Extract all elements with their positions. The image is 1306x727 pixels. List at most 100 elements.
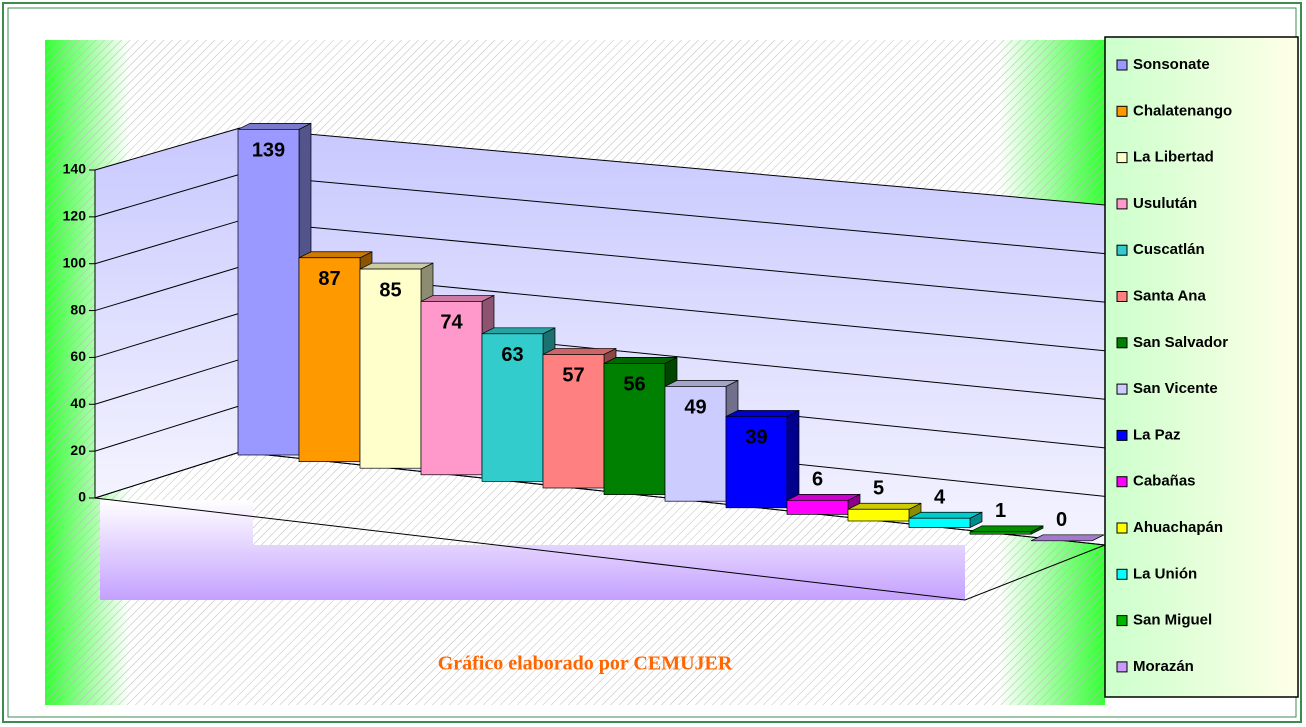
y-tick-label: 0	[78, 489, 86, 505]
grid-line	[94, 220, 241, 265]
value-label: 0	[1056, 509, 1067, 531]
bar-side-shade	[787, 410, 799, 508]
bar-top-shade	[665, 380, 738, 387]
legend-swatch	[1116, 152, 1128, 164]
bar-front	[847, 508, 910, 522]
value-label: 39	[745, 427, 767, 449]
bar-top-shade	[726, 410, 799, 417]
bar-side-shade	[970, 512, 982, 528]
side-wall	[95, 128, 240, 498]
bar-side-shade	[1031, 525, 1043, 535]
grid-line	[239, 127, 1106, 206]
value-label: 1	[995, 500, 1006, 522]
grid-line	[239, 173, 1106, 255]
legend-label: Usulután	[1133, 195, 1197, 212]
bar-top-shade	[970, 525, 1043, 532]
value-label: 87	[318, 268, 340, 290]
value-label: 4	[934, 487, 946, 509]
bar-front	[969, 531, 1032, 535]
annotation: Gráfico elaborado por CEMUJER	[438, 653, 733, 675]
y-tick-label: 20	[70, 442, 86, 458]
y-tick-label: 80	[70, 301, 86, 317]
bar	[725, 409, 800, 509]
legend-label: Morazán	[1133, 658, 1194, 675]
y-tick-label: 100	[63, 254, 87, 270]
bar-top-shade	[848, 503, 921, 510]
legend-swatch	[1116, 476, 1128, 488]
bar-front	[359, 268, 422, 469]
bar-top-shade	[299, 251, 372, 258]
grid-line	[94, 173, 241, 218]
legend-label: Santa Ana	[1133, 287, 1206, 304]
legend-swatch	[1116, 661, 1128, 673]
legend	[1104, 36, 1299, 698]
legend-label: Cabañas	[1133, 473, 1196, 490]
bar-front	[908, 517, 971, 528]
value-label: 57	[562, 365, 584, 387]
bar-top-shade	[482, 327, 555, 334]
bar-front	[237, 128, 300, 456]
bar-top-shade	[543, 348, 616, 355]
bar-top-shade	[1031, 534, 1104, 541]
bar-top	[1030, 534, 1105, 542]
legend-label: La Unión	[1133, 565, 1197, 582]
legend-label: San Vicente	[1133, 380, 1218, 397]
grid-line	[94, 451, 241, 499]
legend-label: Sonsonate	[1133, 56, 1210, 73]
bar-front	[420, 301, 483, 476]
bar-front	[725, 416, 788, 509]
value-label: 5	[873, 478, 884, 500]
bar-top-shade	[421, 295, 494, 302]
bar-front	[603, 363, 666, 495]
grid-line	[94, 266, 241, 312]
legend-swatch	[1116, 244, 1128, 256]
bar	[908, 511, 983, 529]
y-tick-label: 140	[63, 161, 87, 177]
grid-line	[94, 127, 241, 171]
legend-swatch	[1116, 383, 1128, 395]
value-label: 49	[684, 397, 706, 419]
legend-label: La Paz	[1133, 426, 1181, 443]
bar	[969, 525, 1044, 535]
bar-top-shade	[238, 123, 311, 130]
legend-swatch	[1116, 105, 1128, 117]
bar-top-shade	[909, 512, 982, 519]
value-label: 63	[501, 344, 523, 366]
bar-top-shade	[787, 494, 860, 501]
legend-swatch	[1116, 615, 1128, 627]
value-label: 6	[812, 469, 823, 491]
legend-swatch	[1116, 59, 1128, 71]
bar-front	[481, 333, 544, 482]
bar-front	[298, 257, 361, 462]
legend-swatch	[1116, 429, 1128, 441]
legend-label: Cuscatlán	[1133, 241, 1205, 258]
legend-swatch	[1116, 522, 1128, 534]
bar	[1030, 534, 1105, 542]
value-label: 74	[440, 312, 463, 334]
grid-line	[94, 358, 241, 405]
value-label: 56	[623, 374, 645, 396]
y-tick-label: 60	[70, 348, 86, 364]
legend-label: San Miguel	[1133, 612, 1212, 629]
legend-swatch	[1116, 568, 1128, 580]
legend-swatch	[1116, 337, 1128, 349]
y-tick-label: 120	[63, 208, 87, 224]
legend-label: Chalatenango	[1133, 102, 1232, 119]
legend-label: La Libertad	[1133, 149, 1214, 166]
legend-label: San Salvador	[1133, 334, 1228, 351]
grid-line	[94, 312, 241, 358]
value-label: 139	[252, 140, 285, 162]
bar-front	[786, 499, 849, 515]
value-label: 85	[379, 279, 401, 301]
bar-top-shade	[604, 357, 677, 364]
bar	[786, 493, 861, 515]
bar-front	[542, 354, 605, 489]
y-tick-label: 40	[70, 395, 86, 411]
grid-line	[94, 405, 241, 452]
grid-line	[239, 220, 1106, 303]
legend-swatch	[1116, 291, 1128, 302]
legend-label: Ahuachapán	[1133, 519, 1223, 536]
bar-top-shade	[360, 263, 433, 270]
legend-swatch	[1116, 198, 1128, 210]
